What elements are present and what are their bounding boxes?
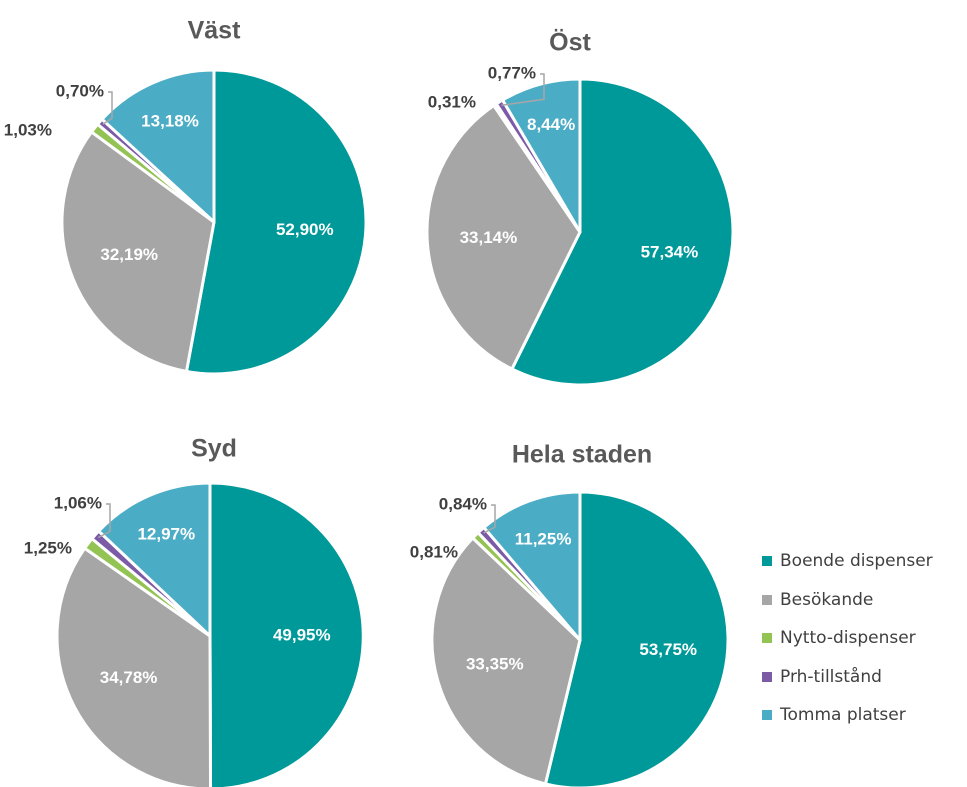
chart-title: Hela staden	[512, 441, 652, 469]
legend-label: Prh-tillstånd	[780, 666, 882, 687]
legend-swatch-prh	[762, 671, 772, 682]
leader-line	[483, 504, 496, 534]
legend-item-boende: Boende dispenser	[762, 542, 933, 581]
slice-besokande	[55, 546, 213, 787]
data-label: 53,75%	[639, 640, 697, 659]
slice-tomma-platser	[97, 481, 212, 638]
legend-label: Tomma platser	[780, 705, 906, 726]
pie-ost: Öst 57,34% 33,14% 0,31% 0,77% 8,44%	[425, 28, 735, 387]
data-label: 33,14%	[460, 228, 518, 247]
data-label: 0,70%	[56, 81, 104, 100]
pie-syd: Syd 49,95% 34,78% 1,25% 1,06% 12,97%	[24, 435, 365, 787]
legend-item-besokande: Besökande	[762, 581, 933, 620]
chart-title: Syd	[191, 435, 237, 463]
pie-hela-staden: Hela staden 53,75% 33,35% 0,81% 0,84% 11,25%	[410, 441, 730, 787]
data-label: 49,95%	[273, 625, 331, 644]
data-label: 33,35%	[466, 655, 524, 674]
legend-swatch-besokande	[762, 594, 772, 605]
slice-boende-dispenser	[184, 68, 368, 376]
data-label: 32,19%	[100, 245, 158, 264]
legend-label: Boende dispenser	[780, 551, 933, 572]
data-label: 52,90%	[276, 220, 334, 239]
data-label: 1,25%	[24, 538, 72, 557]
slice-tomma-platser	[100, 68, 216, 224]
data-label: 0,81%	[410, 542, 458, 561]
data-label: 0,77%	[488, 63, 536, 82]
data-label: 12,97%	[137, 524, 195, 543]
data-label: 1,06%	[54, 493, 102, 512]
legend-item-tomma: Tomma platser	[762, 696, 933, 735]
leader-line	[102, 91, 113, 125]
slice-boende-dispenser	[510, 77, 735, 387]
slice-boende-dispenser	[208, 481, 365, 787]
legend: Boende dispenser Besökande Nytto-dispens…	[762, 542, 933, 735]
data-label: 11,25%	[515, 529, 572, 548]
leader-line	[97, 503, 111, 539]
legend-item-nytto: Nytto-dispenser	[762, 619, 933, 658]
slice-boende-dispenser	[543, 490, 730, 787]
data-label: 1,03%	[4, 120, 52, 139]
data-label: 34,78%	[100, 668, 158, 687]
slice-tomma-platser	[482, 490, 582, 642]
data-label: 13,18%	[141, 111, 199, 130]
slice-besokande	[425, 104, 582, 371]
data-label: 0,31%	[428, 92, 476, 111]
chart-title: Öst	[549, 28, 591, 57]
legend-item-prh: Prh-tillstånd	[762, 658, 933, 697]
pie-vast: Väst 52,90% 32,19% 1,03% 0,70% 13,18%	[4, 17, 368, 376]
legend-swatch-nytto	[762, 633, 772, 644]
slice-besokande	[430, 536, 582, 786]
slice-tomma-platser	[501, 77, 582, 234]
data-label: 0,84%	[439, 494, 487, 513]
legend-label: Besökande	[780, 589, 874, 610]
chart-title: Väst	[188, 17, 241, 45]
slice-besokande	[60, 130, 216, 373]
leader-line	[501, 73, 545, 107]
data-label: 8,44%	[527, 115, 575, 134]
legend-label: Nytto-dispenser	[780, 628, 916, 649]
legend-swatch-boende	[762, 556, 772, 567]
legend-swatch-tomma	[762, 710, 772, 721]
data-label: 57,34%	[641, 242, 699, 261]
